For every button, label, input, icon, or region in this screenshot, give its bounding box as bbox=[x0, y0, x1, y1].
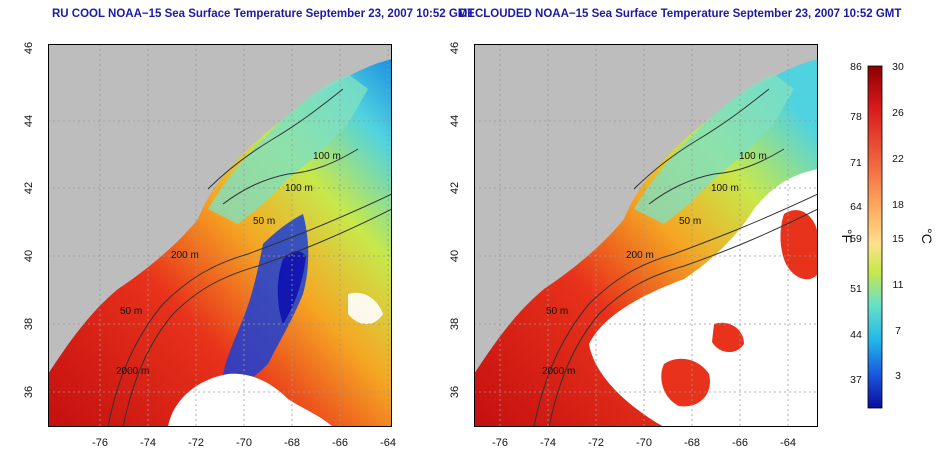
lat-tick-42: 42 bbox=[23, 182, 35, 194]
celsius-unit-label: °C bbox=[919, 228, 935, 244]
fahrenheit-unit-label: °F bbox=[839, 229, 855, 243]
lon-tick-74-right: -74 bbox=[540, 437, 556, 449]
f-tick-44: 44 bbox=[850, 329, 862, 341]
c-tick-7: 7 bbox=[895, 325, 901, 337]
lon-tick-74: -74 bbox=[140, 437, 156, 449]
c-tick-3: 3 bbox=[895, 370, 901, 382]
c-tick-18: 18 bbox=[892, 199, 904, 211]
f-tick-86: 86 bbox=[850, 61, 862, 73]
c-tick-22: 22 bbox=[892, 153, 904, 165]
lon-tick-68: -68 bbox=[284, 437, 300, 449]
lon-tick-72: -72 bbox=[188, 437, 204, 449]
lat-tick-40: 40 bbox=[23, 250, 35, 262]
lat-tick-44: 44 bbox=[23, 115, 35, 127]
lat-tick-44-right: 44 bbox=[449, 115, 461, 127]
lat-tick-38-right: 38 bbox=[449, 318, 461, 330]
contour-label-200m: 200 m bbox=[171, 250, 199, 261]
lat-tick-36: 36 bbox=[23, 386, 35, 398]
f-tick-37: 37 bbox=[850, 374, 862, 386]
contour-label-200m-right: 200 m bbox=[626, 250, 654, 261]
temperature-colorbar: 86 78 71 64 59 51 44 37 30 26 22 18 15 1… bbox=[830, 56, 948, 416]
lon-tick-68-right: -68 bbox=[684, 437, 700, 449]
c-tick-15: 15 bbox=[892, 233, 904, 245]
right-lon-axis: -76 -74 -72 -70 -68 -66 -64 bbox=[492, 437, 796, 449]
lat-tick-46-right: 46 bbox=[449, 42, 461, 54]
lat-tick-40-right: 40 bbox=[449, 250, 461, 262]
f-tick-71: 71 bbox=[850, 157, 862, 169]
lon-tick-66-right: -66 bbox=[732, 437, 748, 449]
right-lat-axis: 46 44 42 40 38 36 bbox=[449, 42, 461, 398]
lat-tick-46: 46 bbox=[23, 42, 35, 54]
lon-tick-64: -64 bbox=[380, 437, 396, 449]
f-tick-78: 78 bbox=[850, 111, 862, 123]
f-tick-59: 59 bbox=[850, 233, 862, 245]
contour-label-50m-a-right: 50 m bbox=[679, 216, 701, 227]
lon-tick-70: -70 bbox=[236, 437, 252, 449]
contour-label-50m-b: 50 m bbox=[120, 306, 142, 317]
declouded-sst-map: 100 m 100 m 50 m 200 m 50 m 2000 m bbox=[474, 44, 818, 427]
right-map-title: DECLOUDED NOAA−15 Sea Surface Temperatur… bbox=[459, 8, 902, 20]
left-lon-axis: -76 -74 -72 -70 -68 -66 -64 bbox=[92, 437, 396, 449]
c-tick-30: 30 bbox=[892, 61, 904, 73]
contour-label-50m-a: 50 m bbox=[253, 216, 275, 227]
contour-label-100m-a: 100 m bbox=[313, 151, 341, 162]
contour-label-100m-b: 100 m bbox=[285, 183, 313, 194]
lon-tick-64-right: -64 bbox=[780, 437, 796, 449]
lon-tick-70-right: -70 bbox=[636, 437, 652, 449]
f-tick-51: 51 bbox=[850, 283, 862, 295]
lat-tick-38: 38 bbox=[23, 318, 35, 330]
contour-label-50m-b-right: 50 m bbox=[546, 306, 568, 317]
f-tick-64: 64 bbox=[850, 201, 862, 213]
contour-label-2000m-right: 2000 m bbox=[542, 366, 575, 377]
lon-tick-76-right: -76 bbox=[492, 437, 508, 449]
raw-sst-map: 100 m 100 m 50 m 200 m 50 m 2000 m bbox=[48, 44, 392, 427]
left-map-title: RU COOL NOAA−15 Sea Surface Temperature … bbox=[52, 8, 475, 20]
left-lat-axis: 46 44 42 40 38 36 bbox=[23, 42, 35, 398]
colorbar-gradient bbox=[867, 65, 883, 409]
lon-tick-66: -66 bbox=[332, 437, 348, 449]
contour-label-2000m: 2000 m bbox=[116, 366, 149, 377]
c-tick-11: 11 bbox=[893, 279, 904, 291]
lon-tick-72-right: -72 bbox=[588, 437, 604, 449]
contour-label-100m-a-right: 100 m bbox=[739, 151, 767, 162]
lat-tick-36-right: 36 bbox=[449, 386, 461, 398]
lon-tick-76: -76 bbox=[92, 437, 108, 449]
lat-tick-42-right: 42 bbox=[449, 182, 461, 194]
c-tick-26: 26 bbox=[892, 107, 904, 119]
contour-label-100m-b-right: 100 m bbox=[711, 183, 739, 194]
